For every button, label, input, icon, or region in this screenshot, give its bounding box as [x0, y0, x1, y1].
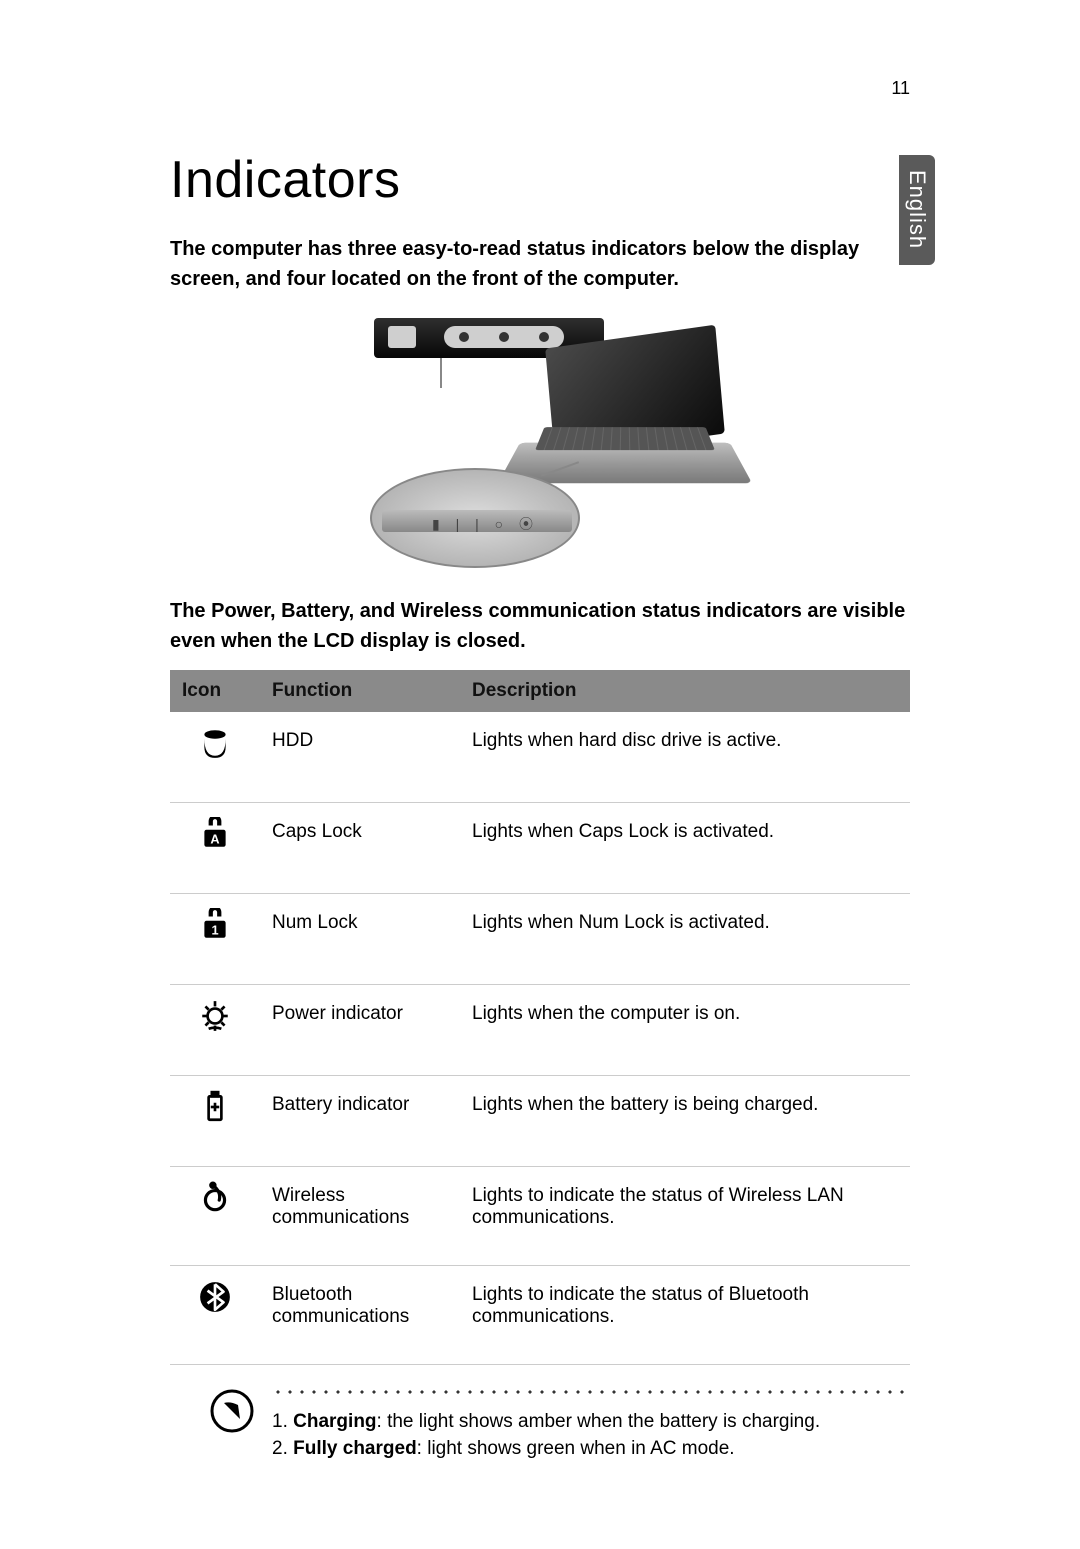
cell-function: Bluetooth communications [260, 1266, 460, 1365]
battery-indicator-icon [170, 1076, 260, 1167]
table-row: Battery indicator Lights when the batter… [170, 1076, 910, 1167]
power-indicator-icon [170, 985, 260, 1076]
cell-description: Lights to indicate the status of Wireles… [460, 1167, 910, 1266]
note-line-2: 2. Fully charged: light shows green when… [272, 1436, 910, 1463]
num-lock-icon: 1 [170, 894, 260, 985]
cell-description: Lights when Num Lock is activated. [460, 894, 910, 985]
figure-wrap: ▮ | | ○ ⦿ [170, 308, 910, 578]
page-content: Indicators The computer has three easy-t… [170, 150, 910, 1462]
note-icon [210, 1389, 254, 1433]
col-header-function: Function [260, 670, 460, 712]
note-divider [272, 1389, 910, 1395]
table-row: HDD Lights when hard disc drive is activ… [170, 712, 910, 803]
cell-function: Wireless communications [260, 1167, 460, 1266]
page-title: Indicators [170, 150, 910, 210]
note-body: 1. Charging: the light shows amber when … [272, 1389, 910, 1462]
page-number: 11 [891, 78, 910, 99]
note-line-1: 1. Charging: the light shows amber when … [272, 1409, 910, 1436]
cell-function: Caps Lock [260, 803, 460, 894]
table-row: Power indicator Lights when the computer… [170, 985, 910, 1076]
table-row: Wireless communications Lights to indica… [170, 1167, 910, 1266]
svg-text:1: 1 [211, 923, 218, 938]
laptop-figure: ▮ | | ○ ⦿ [310, 308, 770, 578]
cell-function: Power indicator [260, 985, 460, 1076]
cell-function: HDD [260, 712, 460, 803]
col-header-description: Description [460, 670, 910, 712]
cell-description: Lights to indicate the status of Bluetoo… [460, 1266, 910, 1365]
svg-text:A: A [210, 832, 219, 847]
indicators-table: Icon Function Description HDD Lights whe… [170, 670, 910, 1365]
cell-function: Battery indicator [260, 1076, 460, 1167]
front-edge-detail: ▮ | | ○ ⦿ [370, 468, 580, 568]
col-header-icon: Icon [170, 670, 260, 712]
table-row: 1 Num Lock Lights when Num Lock is activ… [170, 894, 910, 985]
hdd-icon [170, 712, 260, 803]
wireless-icon [170, 1167, 260, 1266]
cell-function: Num Lock [260, 894, 460, 985]
note-block: 1. Charging: the light shows amber when … [170, 1389, 910, 1462]
table-row: A Caps Lock Lights when Caps Lock is act… [170, 803, 910, 894]
caps-lock-icon: A [170, 803, 260, 894]
cell-description: Lights when Caps Lock is activated. [460, 803, 910, 894]
sub-intro-text: The Power, Battery, and Wireless communi… [170, 596, 910, 656]
cell-description: Lights when the computer is on. [460, 985, 910, 1076]
intro-text: The computer has three easy-to-read stat… [170, 234, 910, 294]
cell-description: Lights when the battery is being charged… [460, 1076, 910, 1167]
cell-description: Lights when hard disc drive is active. [460, 712, 910, 803]
laptop-illustration [510, 336, 760, 506]
table-row: Bluetooth communications Lights to indic… [170, 1266, 910, 1365]
bluetooth-icon [170, 1266, 260, 1365]
